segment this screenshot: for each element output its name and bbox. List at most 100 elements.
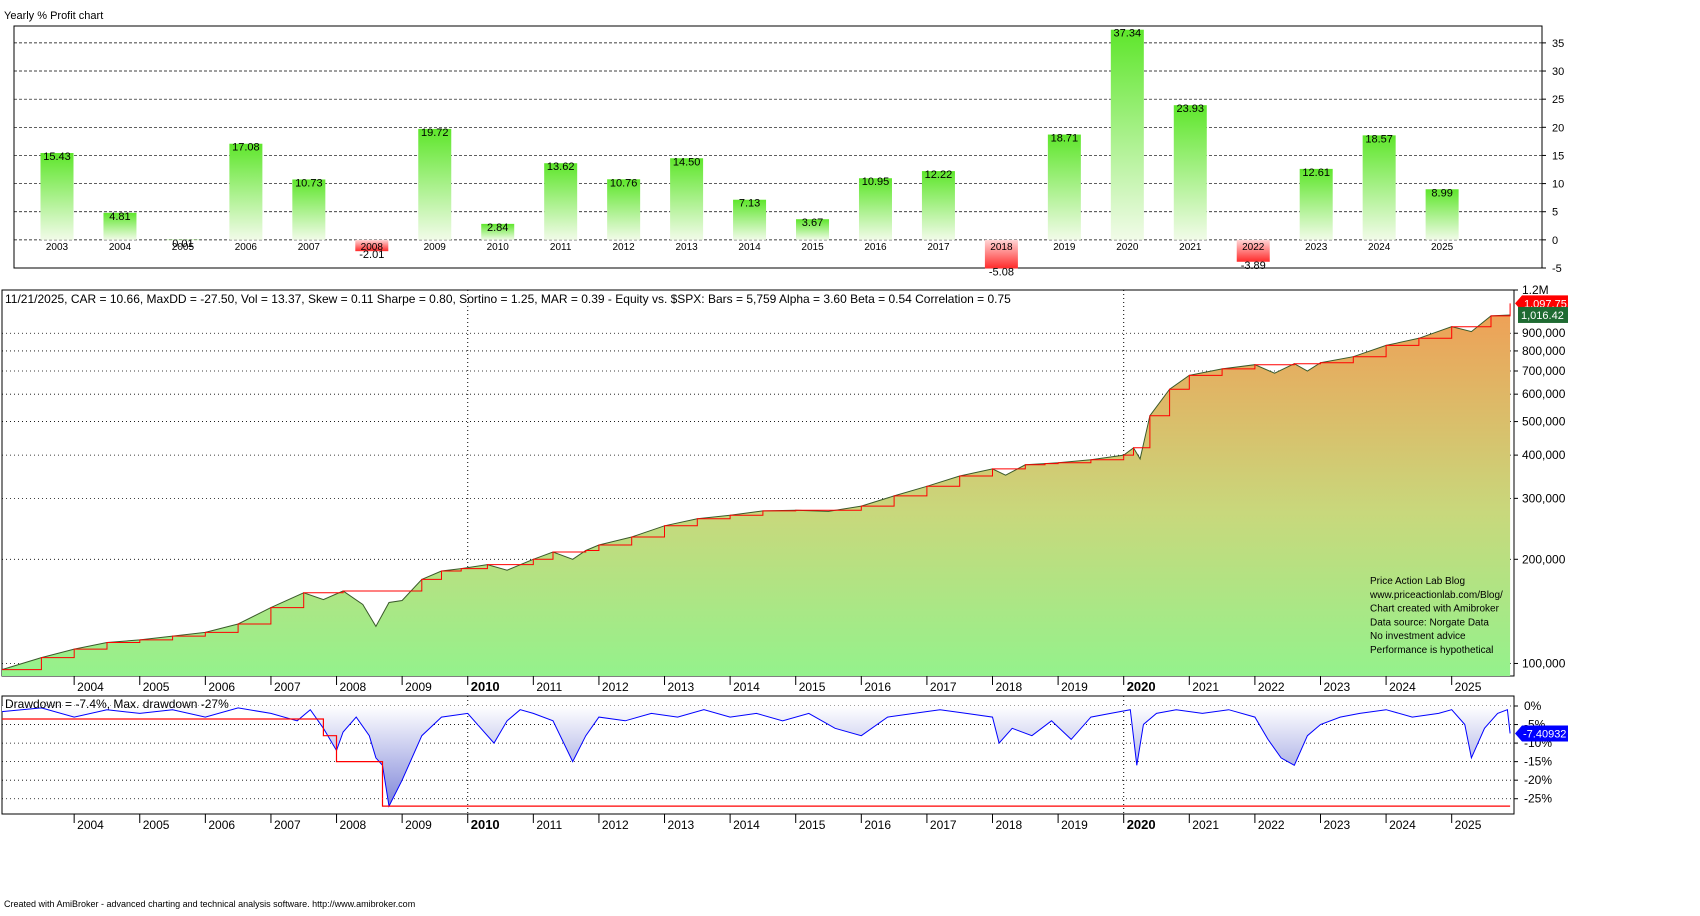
profit-category-label: 2019 [1053, 242, 1076, 253]
profit-bar [1236, 239, 1270, 262]
profit-category-label: 2006 [235, 242, 258, 253]
profit-value-label: 0.01 [172, 238, 193, 250]
equity-xtick-label: 2019 [1061, 680, 1088, 694]
profit-value-label: 8.99 [1431, 187, 1452, 199]
profit-category-label: 2004 [109, 242, 132, 253]
profit-value-label: 23.93 [1177, 103, 1205, 115]
drawdown-ytick-label: -25% [1524, 792, 1552, 806]
drawdown-xtick-label: 2015 [799, 818, 826, 832]
profit-bar [1047, 134, 1081, 240]
equity-xtick-label: 2012 [602, 680, 629, 694]
profit-bar [670, 158, 704, 240]
drawdown-xtick-label: 2022 [1258, 818, 1285, 832]
profit-value-label: 12.61 [1302, 167, 1330, 179]
profit-value-label: 2.84 [487, 222, 508, 234]
watermark-line: Chart created with Amibroker [1370, 604, 1500, 615]
equity-xtick-label: 2024 [1389, 680, 1416, 694]
equity-xtick-label: 2013 [668, 680, 695, 694]
profit-category-label: 2018 [990, 242, 1013, 253]
drawdown-xtick-label: 2007 [274, 818, 301, 832]
profit-value-label: -3.89 [1241, 260, 1266, 272]
profit-category-label: 2021 [1179, 242, 1202, 253]
profit-bar [544, 163, 578, 240]
profit-category-label: 2005 [172, 242, 195, 253]
watermark-line: Data source: Norgate Data [1370, 617, 1489, 628]
profit-ytick-label: 15 [1552, 150, 1564, 162]
profit-bar [229, 143, 263, 240]
profit-value-label: 15.43 [43, 151, 71, 163]
equity-price-value-tag [1518, 306, 1568, 323]
watermark-block: Price Action Lab Blog www.priceactionlab.… [1369, 576, 1503, 656]
equity-ytick-label: 1.2M [1522, 283, 1549, 297]
drawdown-panel[interactable]: 2004 2005 2006 2007 2008 2009 2010 2011 2012 2013… [1, 695, 1568, 832]
equity-area [2, 315, 1511, 676]
drawdown-xtick-label: 2009 [405, 818, 432, 832]
profit-value-label: 10.95 [862, 176, 890, 188]
profit-value-label: 12.22 [925, 169, 953, 181]
drawdown-xtick-label: 2019 [1061, 818, 1088, 832]
profit-category-label: 2016 [864, 242, 887, 253]
profit-bar [1110, 29, 1144, 240]
yearly-profit-frame [13, 25, 1543, 269]
profit-bar [166, 239, 200, 241]
equity-xtick-label: 2016 [864, 680, 891, 694]
max-drawdown-step-line [2, 718, 1511, 807]
drawdown-xtick-label: 2023 [1323, 818, 1350, 832]
watermark-line: Price Action Lab Blog [1370, 576, 1465, 587]
profit-bar [921, 171, 955, 240]
profit-bar [607, 179, 641, 240]
profit-value-label: 13.62 [547, 161, 575, 173]
profit-bar [796, 219, 830, 240]
profit-category-label: 2014 [738, 242, 761, 253]
profit-bar [1425, 189, 1459, 240]
drawdown-xtick-label: 2008 [340, 818, 367, 832]
watermark-line: Performance is hypothetical [1370, 645, 1493, 656]
profit-bar [418, 128, 452, 240]
equity-xtick-label: 2007 [274, 680, 301, 694]
drawdown-line [1, 707, 1511, 808]
equity-ytick-label: 500,000 [1522, 415, 1566, 429]
profit-value-label: 18.71 [1051, 133, 1079, 145]
equity-xtick-label: 2009 [405, 680, 432, 694]
profit-bar [1299, 168, 1333, 240]
profit-category-label: 2023 [1305, 242, 1328, 253]
equity-ytick-label: 900,000 [1522, 326, 1566, 340]
equity-ytick-label: 800,000 [1522, 344, 1566, 358]
equity-xtick-label: 2005 [143, 680, 170, 694]
profit-category-label: 2009 [424, 242, 447, 253]
equity-stats-title: 11/21/2025, CAR = 10.66, MaxDD = -27.50,… [5, 292, 1011, 306]
equity-ytick-label: 200,000 [1522, 552, 1566, 566]
drawdown-xtick-label: 2025 [1455, 818, 1482, 832]
equity-panel[interactable]: 2004 2005 2006 2007 2008 2009 2010 2011 2012 2013… [1, 283, 1568, 694]
profit-value-label: 37.34 [1114, 28, 1142, 40]
watermark-line: www.priceactionlab.com/Blog/ [1369, 590, 1503, 601]
equity-xtick-label: 2022 [1258, 680, 1285, 694]
equity-xtick-label: 2020 [1127, 679, 1156, 694]
drawdown-xtick-label: 2018 [996, 818, 1023, 832]
drawdown-xtick-label: 2020 [1127, 817, 1156, 832]
profit-value-label: 17.08 [232, 142, 260, 154]
highwater-line [2, 303, 1511, 671]
profit-ytick-label: 10 [1552, 179, 1564, 191]
yearly-profit-panel[interactable]: Yearly % Profit chart 2003 15.43 2004 4.81 2… [4, 10, 1564, 278]
drawdown-last-value-label: -7.40932 [1523, 728, 1566, 740]
profit-value-label: 10.73 [295, 177, 323, 189]
drawdown-ytick-label: -20% [1524, 773, 1552, 787]
profit-value-label: 10.76 [610, 177, 638, 189]
equity-xtick-label: 2025 [1455, 680, 1482, 694]
profit-bar [733, 199, 767, 240]
equity-xtick-label: 2021 [1192, 680, 1219, 694]
drawdown-title: Drawdown = -7.4%, Max. drawdown -27% [5, 697, 229, 711]
profit-category-label: 2003 [46, 242, 69, 253]
profit-category-label: 2012 [613, 242, 636, 253]
profit-bar [103, 212, 137, 240]
equity-xtick-label: 2023 [1323, 680, 1350, 694]
equity-ytick-label: 400,000 [1522, 448, 1566, 462]
profit-value-label: -5.08 [989, 266, 1014, 278]
drawdown-ytick-label: 0% [1524, 699, 1542, 713]
drawdown-xtick-label: 2013 [668, 818, 695, 832]
profit-category-label: 2013 [675, 242, 698, 253]
profit-ytick-label: 0 [1552, 235, 1558, 247]
